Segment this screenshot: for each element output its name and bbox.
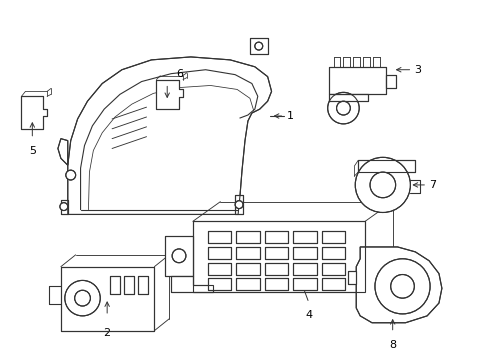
Text: 7: 7 bbox=[428, 180, 435, 190]
Bar bbox=[123, 276, 133, 294]
Text: 8: 8 bbox=[388, 339, 395, 350]
Circle shape bbox=[336, 101, 349, 115]
Bar bbox=[293, 247, 316, 259]
Bar bbox=[321, 263, 345, 275]
Circle shape bbox=[327, 93, 359, 124]
Polygon shape bbox=[328, 67, 385, 94]
Bar bbox=[293, 278, 316, 290]
Bar bbox=[207, 278, 231, 290]
Bar bbox=[321, 247, 345, 259]
Polygon shape bbox=[358, 160, 414, 172]
Bar bbox=[264, 278, 288, 290]
Polygon shape bbox=[165, 236, 192, 275]
Polygon shape bbox=[235, 195, 243, 215]
Bar bbox=[321, 278, 345, 290]
Bar bbox=[236, 247, 259, 259]
Bar bbox=[207, 231, 231, 243]
Bar bbox=[293, 231, 316, 243]
Circle shape bbox=[60, 203, 68, 211]
Polygon shape bbox=[171, 275, 212, 292]
Bar bbox=[207, 247, 231, 259]
Bar bbox=[264, 247, 288, 259]
Bar bbox=[61, 267, 154, 330]
Bar bbox=[293, 263, 316, 275]
Bar bbox=[321, 278, 345, 290]
Bar bbox=[236, 231, 259, 243]
Bar bbox=[321, 247, 345, 259]
Bar bbox=[293, 247, 316, 259]
Bar bbox=[264, 263, 288, 275]
Polygon shape bbox=[58, 139, 68, 165]
Polygon shape bbox=[156, 80, 183, 109]
Circle shape bbox=[65, 280, 100, 316]
Bar bbox=[207, 231, 231, 243]
Bar bbox=[110, 276, 120, 294]
Bar bbox=[61, 267, 154, 330]
Text: 6: 6 bbox=[176, 69, 183, 79]
Bar bbox=[264, 278, 288, 290]
Bar bbox=[293, 263, 316, 275]
Bar bbox=[264, 231, 288, 243]
Bar bbox=[264, 231, 288, 243]
Bar bbox=[293, 278, 316, 290]
Text: 1: 1 bbox=[286, 111, 293, 121]
Bar bbox=[264, 247, 288, 259]
Bar bbox=[192, 221, 365, 292]
Bar bbox=[207, 263, 231, 275]
Bar bbox=[236, 263, 259, 275]
Bar bbox=[123, 276, 133, 294]
Bar bbox=[321, 231, 345, 243]
Bar bbox=[236, 278, 259, 290]
Bar bbox=[236, 263, 259, 275]
Circle shape bbox=[235, 201, 243, 208]
Bar bbox=[321, 263, 345, 275]
Circle shape bbox=[355, 157, 409, 212]
Circle shape bbox=[390, 275, 413, 298]
Polygon shape bbox=[347, 271, 356, 284]
Bar bbox=[293, 231, 316, 243]
Bar bbox=[207, 278, 231, 290]
Polygon shape bbox=[61, 200, 68, 215]
Text: 3: 3 bbox=[413, 65, 421, 75]
Circle shape bbox=[66, 170, 76, 180]
Circle shape bbox=[172, 249, 185, 263]
Bar bbox=[110, 276, 120, 294]
Bar bbox=[236, 231, 259, 243]
Polygon shape bbox=[356, 247, 441, 323]
Circle shape bbox=[254, 42, 262, 50]
Polygon shape bbox=[21, 96, 47, 129]
Text: 4: 4 bbox=[305, 310, 312, 320]
Bar bbox=[192, 221, 365, 292]
Polygon shape bbox=[385, 75, 395, 89]
Polygon shape bbox=[328, 94, 367, 101]
Bar bbox=[207, 263, 231, 275]
Polygon shape bbox=[249, 38, 267, 54]
Bar bbox=[264, 263, 288, 275]
Circle shape bbox=[369, 172, 395, 198]
Polygon shape bbox=[68, 57, 271, 215]
Circle shape bbox=[75, 290, 90, 306]
Bar bbox=[138, 276, 147, 294]
Bar bbox=[138, 276, 147, 294]
Bar bbox=[236, 278, 259, 290]
Bar bbox=[236, 247, 259, 259]
Text: 2: 2 bbox=[103, 328, 110, 338]
Bar bbox=[321, 231, 345, 243]
Text: 5: 5 bbox=[29, 145, 36, 156]
Bar bbox=[207, 247, 231, 259]
Circle shape bbox=[374, 259, 429, 314]
